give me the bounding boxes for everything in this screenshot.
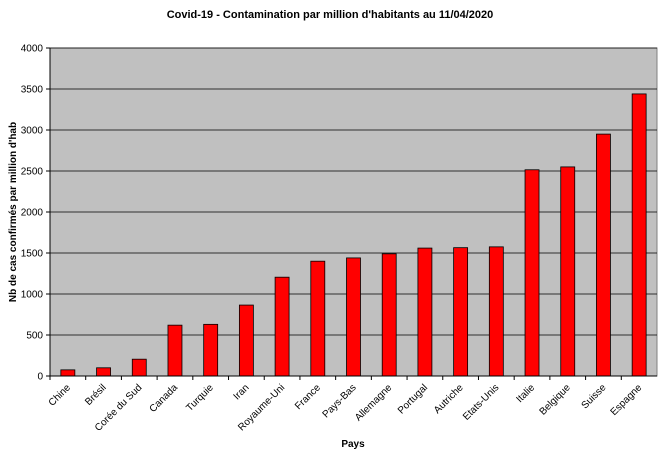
- y-tick-label: 4000: [21, 44, 44, 55]
- bar: [203, 323, 219, 377]
- bar: [310, 260, 326, 377]
- y-tick-label: 3000: [21, 126, 44, 137]
- x-tick-label: France: [293, 382, 323, 412]
- bar: [631, 93, 647, 377]
- x-tick-label: Turquie: [184, 382, 216, 414]
- bar: [381, 253, 397, 377]
- y-tick-label: 2500: [21, 167, 44, 178]
- x-tick-label: Italie: [514, 382, 537, 405]
- bar: [346, 257, 361, 377]
- y-tick-label: 1500: [21, 249, 44, 260]
- x-tick-label: Allemagne: [353, 382, 394, 423]
- x-tick-label: Iran: [232, 382, 252, 402]
- y-tick-label: 500: [26, 331, 43, 342]
- bar: [131, 358, 147, 377]
- x-tick-label: Autriche: [432, 382, 466, 416]
- bar: [417, 247, 433, 377]
- x-tick-label: Espagne: [609, 382, 645, 418]
- y-tick-label: 0: [37, 372, 43, 383]
- x-axis-label: Pays: [341, 439, 365, 450]
- bar: [274, 276, 290, 377]
- chart-title: Covid-19 - Contamination par million d'h…: [167, 9, 494, 21]
- x-tick-label: Belgique: [538, 382, 574, 418]
- x-tick-label: Brésil: [83, 382, 108, 407]
- bar: [560, 166, 576, 377]
- bar: [60, 369, 76, 377]
- x-tick-label: Portugal: [396, 382, 430, 416]
- x-tick-label: Suisse: [580, 382, 609, 411]
- x-tick-label: Chine: [47, 382, 74, 409]
- x-tick-label: Etats-Unis: [461, 382, 501, 422]
- bar: [96, 367, 111, 377]
- bar: [596, 133, 611, 377]
- bar: [488, 246, 504, 377]
- y-tick-label: 1000: [21, 290, 44, 301]
- y-tick-label: 3500: [21, 85, 44, 96]
- y-tick-label: 2000: [21, 208, 44, 219]
- x-tick-label: Canada: [148, 382, 181, 415]
- bar: [238, 304, 254, 377]
- y-axis-label: Nb de cas confirmés par million d'hab: [8, 122, 19, 302]
- bar: [453, 247, 469, 377]
- bar: [524, 169, 540, 377]
- bar: [167, 324, 183, 377]
